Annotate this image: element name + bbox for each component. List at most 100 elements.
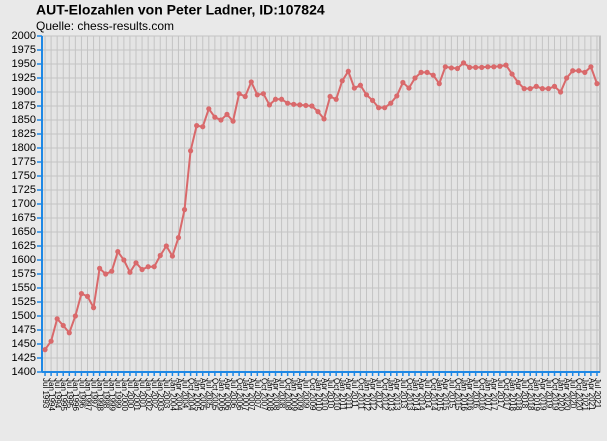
- x-tick-label: Apr 2011: [344, 378, 353, 410]
- point: [48, 338, 54, 344]
- point: [291, 101, 297, 107]
- point: [576, 68, 582, 74]
- point: [448, 65, 455, 71]
- point: [351, 85, 357, 91]
- point: [285, 100, 291, 106]
- point: [551, 83, 558, 89]
- point: [588, 64, 594, 70]
- point: [406, 85, 412, 91]
- y-tick-label: 1500: [12, 310, 36, 322]
- x-tick-label: Jul 2004: [180, 378, 189, 409]
- y-tick-label: 1475: [12, 324, 36, 336]
- x-tick-label: Jul 2011: [350, 378, 359, 408]
- y-tick-label: 1750: [12, 170, 36, 182]
- y-tick-label: 1925: [12, 72, 36, 84]
- x-tick-label: Jul 2020: [569, 378, 578, 409]
- point: [327, 93, 333, 100]
- x-tick-label: Jul 2019: [544, 378, 553, 409]
- x-tick-label: Apr 2019: [538, 378, 547, 411]
- x-tick-label: Jul 1994: [53, 378, 62, 409]
- x-tick-label: Apr 2008: [271, 378, 280, 411]
- x-tick-label: Apr 2021: [587, 378, 596, 411]
- chart-title: AUT-Elozahlen von Peter Ladner, ID:10782…: [36, 2, 325, 18]
- y-tick-label: 1825: [12, 128, 36, 140]
- y-tick-label: 1650: [12, 226, 36, 238]
- x-tick-label: Oct 2007: [259, 378, 268, 411]
- x-tick-label: Oct 2008: [284, 378, 293, 411]
- x-tick-label: Jul 2008: [277, 378, 286, 409]
- x-tick-label: Apr 2014: [417, 378, 426, 411]
- x-tick-label: Jan 2015: [435, 378, 444, 411]
- x-tick-label: Jul 1999: [114, 378, 123, 409]
- point: [485, 64, 491, 70]
- point: [109, 268, 115, 274]
- point: [497, 63, 503, 69]
- x-tick-label: Oct 2014: [429, 378, 438, 411]
- x-tick-label: Jan 2010: [314, 378, 323, 411]
- point: [333, 96, 339, 102]
- x-tick-label: Jul 2001: [138, 378, 147, 409]
- x-tick-label: Jul 2007: [253, 378, 262, 409]
- x-tick-label: Oct 2005: [211, 378, 220, 411]
- x-tick-label: Oct 2018: [526, 378, 535, 411]
- point: [527, 86, 533, 92]
- y-tick-label: 1600: [12, 254, 36, 266]
- x-tick-label: Jan 2007: [241, 378, 250, 411]
- point: [315, 109, 321, 115]
- point: [309, 103, 315, 109]
- point: [248, 79, 254, 85]
- x-tick-label: Apr 2009: [296, 378, 305, 411]
- point: [42, 347, 48, 353]
- point: [582, 69, 588, 75]
- x-tick-label: Oct 2006: [235, 378, 244, 411]
- point: [72, 313, 78, 319]
- x-tick-label: Jan 2021: [581, 378, 590, 411]
- x-tick-label: Jan 2003: [156, 378, 165, 411]
- point: [564, 75, 570, 81]
- x-tick-label: Apr 2017: [490, 378, 499, 411]
- point: [212, 114, 218, 120]
- x-tick-label: Apr 2004: [174, 378, 183, 411]
- x-tick-label: Oct 2011: [356, 378, 365, 410]
- x-tick-label: Jul 1996: [77, 378, 86, 409]
- x-tick-label: Jan 2001: [132, 378, 141, 411]
- x-tick-label: Oct 2004: [186, 378, 195, 411]
- point: [357, 82, 364, 88]
- point: [303, 102, 309, 109]
- x-tick-label: Jan 2006: [217, 378, 226, 411]
- x-tick-label: Jul 2005: [205, 378, 214, 409]
- x-tick-label: Oct 2013: [405, 378, 414, 411]
- x-tick-label: Jan 1996: [71, 378, 80, 411]
- x-tick-label: Apr 2006: [223, 378, 232, 411]
- y-tick-label: 1550: [12, 282, 36, 294]
- x-tick-label: Jan 2012: [362, 378, 371, 411]
- point: [97, 265, 103, 271]
- y-tick-label: 1425: [12, 352, 36, 364]
- x-tick-label: Jul 1997: [89, 378, 98, 409]
- point: [345, 68, 351, 74]
- x-tick-label: Jan 2011: [338, 378, 347, 411]
- point: [400, 79, 406, 86]
- point: [321, 116, 327, 122]
- point: [254, 92, 260, 98]
- x-tick-label: Apr 2012: [368, 378, 377, 411]
- point: [115, 249, 121, 255]
- x-tick-label: Oct 2010: [332, 378, 341, 411]
- x-tick-label: Jan 2000: [120, 378, 129, 411]
- point: [515, 79, 521, 86]
- point: [418, 69, 424, 75]
- point: [194, 123, 200, 129]
- y-tick-label: 2000: [12, 30, 36, 42]
- point: [442, 64, 448, 70]
- x-tick-label: Jul 2015: [447, 378, 456, 409]
- point: [376, 105, 382, 111]
- y-tick-label: 1625: [12, 240, 36, 252]
- x-tick-label: Jan 2018: [508, 378, 517, 411]
- x-tick-label: Jul 2021: [593, 378, 602, 409]
- x-tick-label: Apr 2010: [320, 378, 329, 411]
- point: [545, 86, 552, 92]
- point: [557, 89, 564, 95]
- point: [218, 117, 224, 123]
- y-tick-label: 1850: [12, 114, 36, 126]
